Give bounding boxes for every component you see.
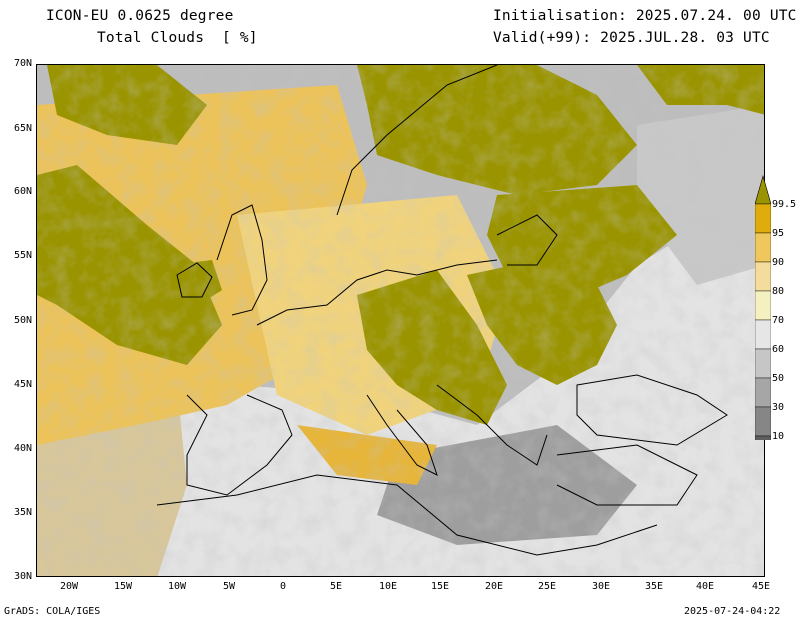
- colorbar-label: 95: [772, 228, 785, 239]
- lon-label: 5E: [329, 581, 343, 592]
- cloud-texture: [37, 65, 764, 576]
- valid-time: Valid(+99): 2025.JUL.28. 03 UTC: [493, 30, 770, 46]
- colorbar-label: 30: [772, 402, 785, 413]
- colorbar-label: 50: [772, 373, 785, 384]
- coast-north-europe: [256, 259, 498, 326]
- colorbar-box: [755, 435, 771, 440]
- coast-adriatic-balkans: [436, 384, 548, 466]
- lon-label: 5W: [222, 581, 236, 592]
- lat-label: 55N: [13, 250, 32, 261]
- colorbar-label: 90: [772, 257, 785, 268]
- colorbar-boxes: [755, 203, 771, 440]
- colorbar-box: [755, 261, 771, 292]
- coast-iberia: [186, 394, 293, 496]
- coastlines: [156, 65, 728, 556]
- lat-label: 45N: [13, 379, 32, 390]
- colorbar-box: [755, 290, 771, 321]
- colorbar-box: [755, 406, 771, 437]
- init-time: Initialisation: 2025.07.24. 00 UTC: [493, 8, 797, 24]
- coast-turkey: [556, 444, 698, 506]
- coast-italy: [366, 394, 438, 476]
- coast-ireland: [176, 262, 213, 298]
- coast-north-africa: [156, 474, 658, 556]
- colorbar-label: 99.5: [772, 199, 797, 210]
- cloud-map-svg: [37, 65, 764, 576]
- lon-label: 25E: [537, 581, 557, 592]
- lat-label: 65N: [13, 123, 32, 134]
- lon-label: 40E: [695, 581, 715, 592]
- coast-norway: [336, 65, 498, 216]
- lon-label: 20W: [59, 581, 79, 592]
- lon-label: 15E: [430, 581, 450, 592]
- coast-britain: [216, 204, 268, 316]
- lat-label: 50N: [13, 315, 32, 326]
- lon-label: 0: [279, 581, 287, 592]
- lon-label: 20E: [484, 581, 504, 592]
- cloud-map: [36, 64, 765, 577]
- lon-label: 30E: [591, 581, 611, 592]
- lat-label: 60N: [13, 186, 32, 197]
- colorbar-top-triangle: [755, 174, 771, 205]
- lon-label: 45E: [751, 581, 771, 592]
- lon-label: 15W: [113, 581, 133, 592]
- lat-label: 70N: [13, 58, 32, 69]
- lat-label: 30N: [13, 571, 32, 582]
- lon-label: 10E: [378, 581, 398, 592]
- colorbar: [755, 174, 771, 440]
- footer-credit: GrADS: COLA/IGES: [4, 606, 101, 617]
- footer-timestamp: 2025-07-24-04:22: [684, 606, 781, 617]
- colorbar-box: [755, 319, 771, 350]
- field-title: Total Clouds [ %]: [97, 30, 258, 46]
- coast-baltic: [496, 214, 558, 266]
- model-title: ICON-EU 0.0625 degree: [46, 8, 234, 24]
- lat-label: 40N: [13, 443, 32, 454]
- colorbar-box: [755, 377, 771, 408]
- lat-label: 35N: [13, 507, 32, 518]
- colorbar-label: 10: [772, 431, 785, 442]
- colorbar-box: [755, 203, 771, 234]
- lon-label: 10W: [167, 581, 187, 592]
- colorbar-box: [755, 232, 771, 263]
- lon-label: 35E: [644, 581, 664, 592]
- colorbar-label: 60: [772, 344, 785, 355]
- coast-black-sea: [576, 374, 728, 446]
- colorbar-label: 80: [772, 286, 785, 297]
- colorbar-box: [755, 348, 771, 379]
- colorbar-label: 70: [772, 315, 785, 326]
